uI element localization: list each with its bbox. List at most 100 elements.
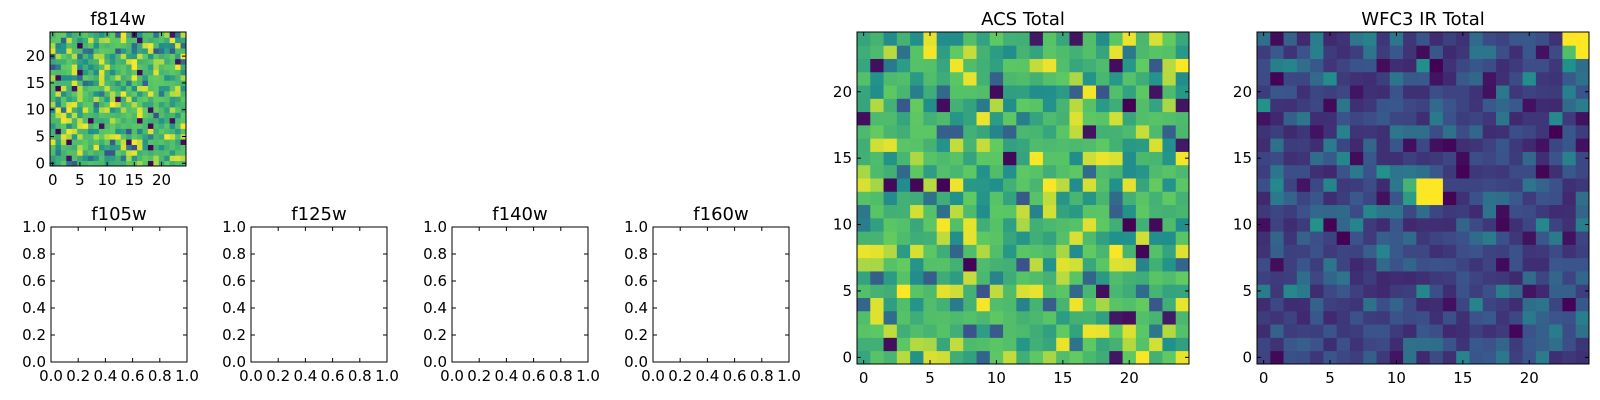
heatmap-cell	[1149, 297, 1163, 312]
heatmap-cell	[180, 144, 187, 151]
heatmap-cell	[1283, 231, 1298, 245]
heatmap-cell	[104, 53, 111, 60]
heatmap-cell	[137, 64, 143, 70]
heatmap-cell	[989, 124, 1004, 139]
heatmap-cell	[1469, 178, 1484, 192]
heatmap-cell	[1069, 111, 1084, 126]
heatmap-cell	[1162, 45, 1177, 59]
heatmap-cell	[153, 37, 160, 44]
heatmap-cell	[936, 58, 951, 73]
heatmap-cell	[1122, 297, 1137, 312]
heatmap-cell	[137, 32, 143, 38]
y-tick-label: 20	[1233, 83, 1252, 101]
heatmap-cell	[1363, 71, 1377, 86]
heatmap-cell	[142, 128, 149, 135]
heatmap-cell	[153, 112, 160, 119]
heatmap-cell	[1162, 138, 1177, 152]
heatmap-cell	[169, 107, 176, 113]
y-tick-label: 15	[1233, 149, 1252, 167]
heatmap-cell	[109, 42, 116, 49]
heatmap-cell	[169, 101, 176, 108]
heatmap-cell	[870, 32, 884, 46]
heatmap-cell	[1016, 204, 1031, 219]
heatmap-cell	[1469, 71, 1484, 86]
heatmap-cell	[1283, 271, 1298, 285]
heatmap-cell	[66, 69, 73, 76]
heatmap-cell	[1336, 310, 1351, 325]
heatmap-cell	[1135, 178, 1150, 192]
heatmap-cell	[1482, 204, 1497, 219]
heatmap-cell	[1575, 71, 1590, 86]
heatmap-cell	[1122, 178, 1137, 192]
heatmap-cell	[1336, 124, 1351, 139]
heatmap-cell	[1496, 191, 1510, 206]
heatmap-cell	[1082, 32, 1097, 46]
heatmap-cell	[147, 117, 154, 124]
heatmap-cell	[147, 101, 154, 108]
heatmap-cell	[66, 128, 73, 135]
heatmap-cell	[66, 53, 73, 60]
heatmap-cell	[93, 53, 100, 60]
heatmap-cell	[142, 53, 149, 60]
heatmap-cell	[883, 71, 898, 86]
heatmap-cell	[1283, 164, 1298, 179]
heatmap-cell	[131, 58, 138, 65]
heatmap-cell	[55, 80, 62, 86]
heatmap-cell	[910, 244, 924, 259]
heatmap-cell	[949, 98, 964, 113]
heatmap-cell	[104, 149, 111, 156]
heatmap-cell	[126, 53, 132, 60]
heatmap-cell	[870, 98, 884, 113]
heatmap-cell	[164, 58, 171, 65]
heatmap-cell	[1535, 58, 1550, 73]
heatmap-cell	[976, 191, 991, 206]
heatmap-cell	[1016, 271, 1031, 285]
heatmap-cell	[93, 90, 100, 97]
x-tick-label: 0.2	[266, 367, 290, 385]
heatmap-cell	[1522, 284, 1537, 298]
heatmap-cell	[1469, 231, 1484, 245]
x-tick-label: 20	[1120, 369, 1139, 387]
heatmap-cell	[1403, 45, 1417, 59]
heatmap-cell	[1469, 297, 1484, 312]
heatmap-cell	[1175, 164, 1190, 179]
heatmap-cell	[963, 204, 977, 219]
heatmap-cell	[896, 257, 911, 272]
heatmap-cell	[1522, 58, 1537, 73]
heatmap-cell	[963, 151, 977, 166]
heatmap-cell	[93, 139, 100, 145]
heatmap-cell	[1482, 71, 1497, 86]
heatmap-cell	[1416, 85, 1431, 99]
heatmap-cell	[963, 164, 977, 179]
heatmap-cell	[1376, 271, 1391, 285]
heatmap-cell	[50, 48, 56, 54]
heatmap-cell	[870, 124, 884, 139]
heatmap-cell	[164, 85, 171, 92]
heatmap-cell	[1469, 337, 1484, 352]
heatmap-cell	[923, 244, 938, 259]
heatmap-cell	[1482, 231, 1497, 245]
axes-frame	[50, 226, 188, 363]
heatmap-cell	[1482, 45, 1497, 59]
heatmap-cell	[1403, 217, 1417, 232]
heatmap-cell	[1389, 217, 1404, 232]
heatmap-cell	[1562, 337, 1577, 352]
heatmap-cell	[1096, 324, 1110, 338]
heatmap-cell	[1363, 244, 1377, 259]
heatmap-cell	[109, 144, 116, 151]
heatmap-cell	[1535, 85, 1550, 99]
heatmap-cell	[1376, 257, 1391, 272]
heatmap-cell	[1509, 151, 1523, 166]
heatmap-cell	[910, 257, 924, 272]
heatmap-cell	[963, 257, 977, 272]
heatmap-cell	[1429, 217, 1444, 232]
heatmap-cell	[71, 80, 78, 86]
heatmap-cell	[98, 149, 105, 156]
heatmap-cell	[1522, 45, 1537, 59]
heatmap-cell	[1257, 257, 1271, 272]
heatmap-cell	[1135, 32, 1150, 46]
heatmap-cell	[1003, 231, 1017, 245]
y-tick-label: 10	[1233, 216, 1252, 234]
heatmap-cell	[109, 90, 116, 97]
heatmap-cell	[1310, 32, 1324, 46]
